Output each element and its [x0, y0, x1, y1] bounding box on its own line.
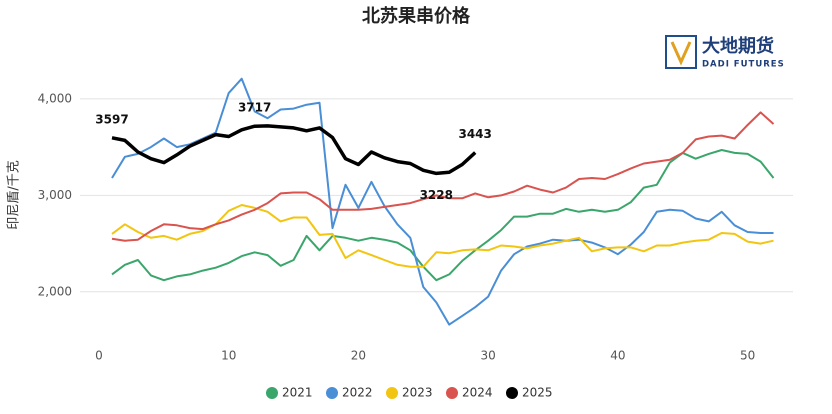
x-tick-label: 20	[351, 349, 366, 363]
x-tick-label: 0	[95, 349, 103, 363]
data-label: 3597	[95, 112, 128, 126]
line-series	[111, 124, 477, 176]
y-tick-label: 4,000	[38, 91, 72, 105]
y-tick-label: 3,000	[38, 188, 72, 202]
legend-label: 2024	[462, 386, 493, 400]
line-series	[111, 149, 775, 282]
chart-title: 北苏果串价格	[362, 5, 471, 27]
logo-icon	[665, 35, 697, 69]
logo-subtitle: DADI FUTURES	[702, 60, 785, 70]
legend-swatch	[386, 387, 398, 399]
legend-swatch	[446, 387, 458, 399]
x-tick-label: 40	[610, 349, 625, 363]
data-label: 3443	[458, 127, 491, 141]
legend-label: 2025	[522, 386, 553, 400]
x-tick-label: 50	[740, 349, 755, 363]
legend-swatch	[266, 387, 278, 399]
x-tick-label: 10	[221, 349, 236, 363]
data-label: 3717	[238, 101, 271, 115]
line-series	[111, 111, 775, 242]
logo: 大地期货 DADI FUTURES	[665, 35, 785, 70]
logo-name: 大地期货	[702, 35, 774, 57]
legend-label: 2023	[402, 386, 433, 400]
x-tick-label: 30	[481, 349, 496, 363]
y-tick-label: 2,000	[38, 284, 72, 298]
y-axis-label: 印尼盾/千克	[7, 160, 22, 229]
legend-label: 2022	[342, 386, 373, 400]
logo-icon-mark	[670, 41, 692, 66]
legend-swatch	[506, 387, 518, 399]
line-series	[111, 77, 774, 326]
line-series	[111, 204, 774, 268]
legend-label: 2021	[282, 386, 313, 400]
legend-swatch	[326, 387, 338, 399]
data-label: 3228	[420, 188, 453, 202]
